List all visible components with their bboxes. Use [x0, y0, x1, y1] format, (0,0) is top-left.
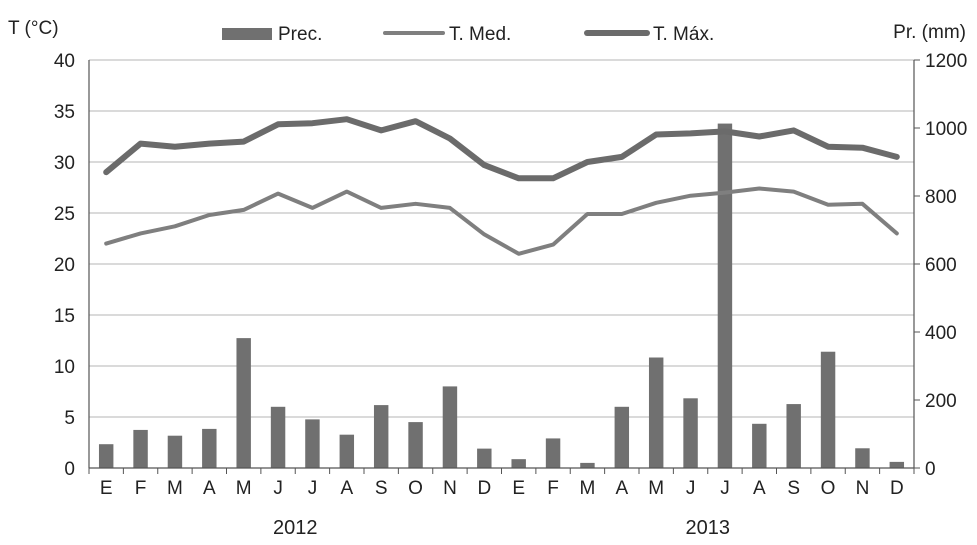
- x-tick-label: M: [580, 478, 596, 499]
- x-tick-label: J: [686, 478, 696, 499]
- precipitation-bar: [236, 338, 251, 468]
- x-tick-label: F: [547, 478, 559, 499]
- y-left-tick-label: 5: [64, 408, 75, 429]
- precipitation-bar: [786, 404, 801, 468]
- precipitation-bar: [820, 351, 836, 468]
- precipitation-bar: [683, 398, 698, 468]
- x-tick-label: A: [203, 478, 216, 499]
- precipitation-bar: [339, 434, 355, 468]
- y-left-tick-label: 30: [54, 153, 75, 174]
- precipitation-bar: [202, 428, 217, 468]
- x-tick-label: E: [100, 478, 113, 499]
- y-left-tick-label: 40: [54, 51, 75, 72]
- x-tick-label: J: [720, 478, 730, 499]
- y-right-tick-label: 800: [925, 187, 957, 208]
- precipitation-bar: [511, 459, 526, 468]
- legend-label: Prec.: [278, 24, 322, 45]
- precipitation-bar: [855, 448, 870, 468]
- legend-swatch-prec: [222, 28, 272, 40]
- x-tick-label: N: [856, 478, 870, 499]
- y-right-tick-label: 200: [925, 391, 957, 412]
- x-tick-label: M: [236, 478, 252, 499]
- y-left-axis-label: T (°C): [8, 18, 59, 39]
- precipitation-bar: [133, 429, 148, 468]
- y-left-tick-label: 15: [54, 306, 75, 327]
- y-right-tick-label: 1200: [925, 51, 967, 72]
- year-label: 2013: [686, 517, 731, 539]
- x-tick-label: A: [615, 478, 628, 499]
- x-tick-label: O: [408, 478, 423, 499]
- precipitation-bars: [98, 123, 905, 468]
- y-right-tick-label: 400: [925, 323, 957, 344]
- x-tick-label: S: [787, 478, 800, 499]
- y-right-tick-label: 0: [925, 459, 936, 480]
- x-tick-label: M: [167, 478, 183, 499]
- x-tick-label: O: [821, 478, 836, 499]
- x-tick-label: S: [375, 478, 388, 499]
- precipitation-bar: [752, 423, 767, 468]
- year-label: 2012: [273, 517, 318, 539]
- precipitation-bar: [477, 448, 492, 468]
- y-left-tick-label: 10: [54, 357, 75, 378]
- x-tick-label: J: [308, 478, 318, 499]
- y-left-tick-label: 20: [54, 255, 75, 276]
- precipitation-bar: [545, 438, 561, 468]
- t-max-line: [103, 116, 900, 182]
- y-right-tick-label: 600: [925, 255, 957, 276]
- t-med-line: [104, 186, 899, 256]
- precipitation-bar: [889, 461, 905, 468]
- y-left-tick-label: 35: [54, 102, 75, 123]
- x-tick-label: J: [273, 478, 283, 499]
- y-left-tick-label: 0: [64, 459, 75, 480]
- y-right-axis-label: Pr. (mm): [893, 22, 966, 43]
- precipitation-bar: [717, 123, 733, 468]
- legend: Prec. T. Med. T. Máx.: [222, 24, 714, 45]
- precipitation-bar: [305, 419, 320, 468]
- x-tick-label: N: [443, 478, 457, 499]
- x-tick-label: M: [648, 478, 664, 499]
- legend-label: T. Máx.: [653, 24, 714, 45]
- precipitation-bar: [373, 405, 389, 468]
- temperature-lines: [103, 116, 900, 256]
- x-tick-label: A: [340, 478, 353, 499]
- y-left-tick-label: 25: [54, 204, 75, 225]
- precipitation-bar: [580, 462, 595, 468]
- y-right-tick-label: 1000: [925, 119, 967, 140]
- precipitation-bar: [442, 386, 458, 468]
- precipitation-bar: [98, 444, 114, 468]
- x-tick-label: A: [753, 478, 766, 499]
- precipitation-bar: [648, 357, 664, 468]
- x-tick-label: D: [477, 478, 491, 499]
- x-tick-label: E: [512, 478, 525, 499]
- x-tick-label: D: [890, 478, 904, 499]
- legend-label: T. Med.: [449, 24, 511, 45]
- precipitation-bar: [408, 422, 423, 468]
- precipitation-bar: [614, 406, 630, 468]
- precipitation-bar: [270, 406, 286, 468]
- x-tick-label: F: [135, 478, 147, 499]
- precipitation-bar: [167, 435, 183, 468]
